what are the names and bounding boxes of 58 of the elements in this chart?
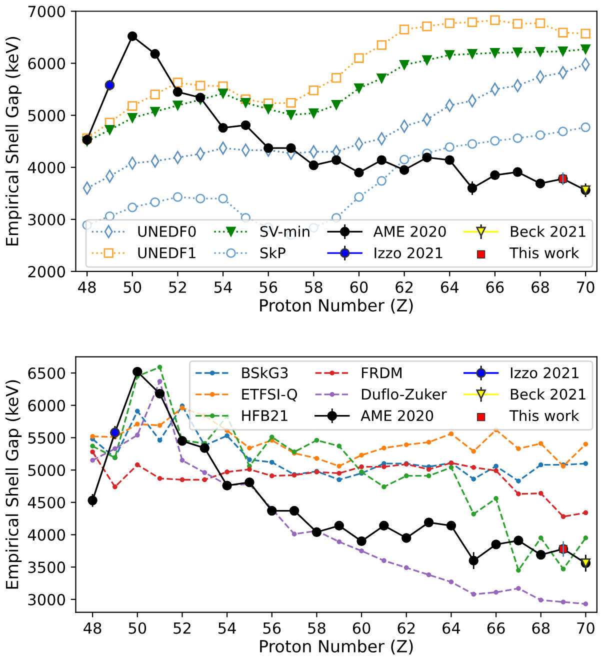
legend-label: This work	[509, 410, 580, 422]
legend-label: HFB21	[242, 410, 288, 421]
legend-label: This work	[509, 247, 580, 258]
legend-label: AME 2020	[360, 410, 434, 422]
y-tick-label: 5000	[28, 110, 66, 122]
y-axis-title: Empirical Shell Gap (keV)	[5, 380, 22, 589]
legend-label: SkP	[260, 247, 286, 258]
x-tick-label: 58	[308, 622, 326, 634]
x-tick-label: 68	[532, 281, 549, 293]
legend-label: ETFSI-Q	[242, 388, 298, 402]
legend-label: Duflo-Zuker	[362, 388, 447, 400]
x-tick-label: 68	[532, 622, 550, 634]
x-tick-label: 66	[487, 622, 505, 634]
x-tick-label: 54	[214, 282, 232, 293]
y-tick-label: 3000	[28, 214, 66, 226]
x-tick-label: 64	[442, 622, 460, 634]
legend-label: BSkG3	[242, 367, 288, 378]
y-tick-label: 3000	[28, 594, 66, 606]
x-tick-label: 62	[396, 281, 412, 293]
x-tick-label: 50	[128, 622, 146, 634]
x-tick-label: 64	[440, 281, 458, 293]
x-tick-label: 58	[305, 281, 322, 293]
x-tick-label: 52	[169, 281, 186, 293]
legend-label: Izzo 2021	[374, 247, 442, 258]
x-tick-label: 70	[577, 281, 594, 293]
x-tick-label: 66	[486, 281, 504, 293]
legend-label: FRDM	[362, 367, 402, 378]
y-tick-label: 4000	[28, 162, 66, 174]
y-tick-label: 5000	[28, 464, 66, 476]
y-tick-label: 5500	[28, 432, 66, 444]
x-axis-title: Proton Number (Z)	[260, 298, 413, 314]
legend-label: UNEDF0	[138, 226, 196, 237]
legend-label: UNEDF1	[138, 248, 196, 258]
y-tick-label: 4000	[28, 529, 66, 541]
x-tick-label: 54	[218, 622, 236, 634]
x-tick-label: 56	[260, 281, 278, 293]
x-tick-label: 70	[577, 622, 594, 634]
x-tick-label: 48	[78, 281, 96, 293]
y-tick-label: 6000	[28, 400, 66, 412]
legend-label: Beck 2021	[510, 226, 586, 237]
x-tick-label: 48	[84, 622, 102, 634]
x-tick-label: 52	[174, 622, 190, 634]
x-tick-label: 60	[352, 622, 370, 634]
x-axis-title: Proton Number (Z)	[260, 640, 413, 654]
y-tick-label: 4500	[28, 496, 66, 508]
x-tick-label: 60	[350, 281, 368, 293]
y-tick-label: 6500	[28, 367, 66, 380]
x-tick-label: 56	[263, 622, 281, 634]
y-tick-label: 3500	[28, 562, 66, 574]
y-axis-title: Empirical Shell Gap (keV)	[5, 37, 22, 246]
y-tick-label: 2000	[28, 266, 66, 278]
y-tick-label: 6000	[28, 58, 66, 70]
legend-label: AME 2020	[373, 226, 446, 237]
x-tick-label: 50	[124, 281, 142, 293]
legend-label: Beck 2021	[510, 388, 586, 400]
legend-label: Izzo 2021	[510, 367, 578, 378]
x-tick-label: 62	[398, 622, 415, 634]
y-tick-label: 7000	[28, 6, 66, 18]
